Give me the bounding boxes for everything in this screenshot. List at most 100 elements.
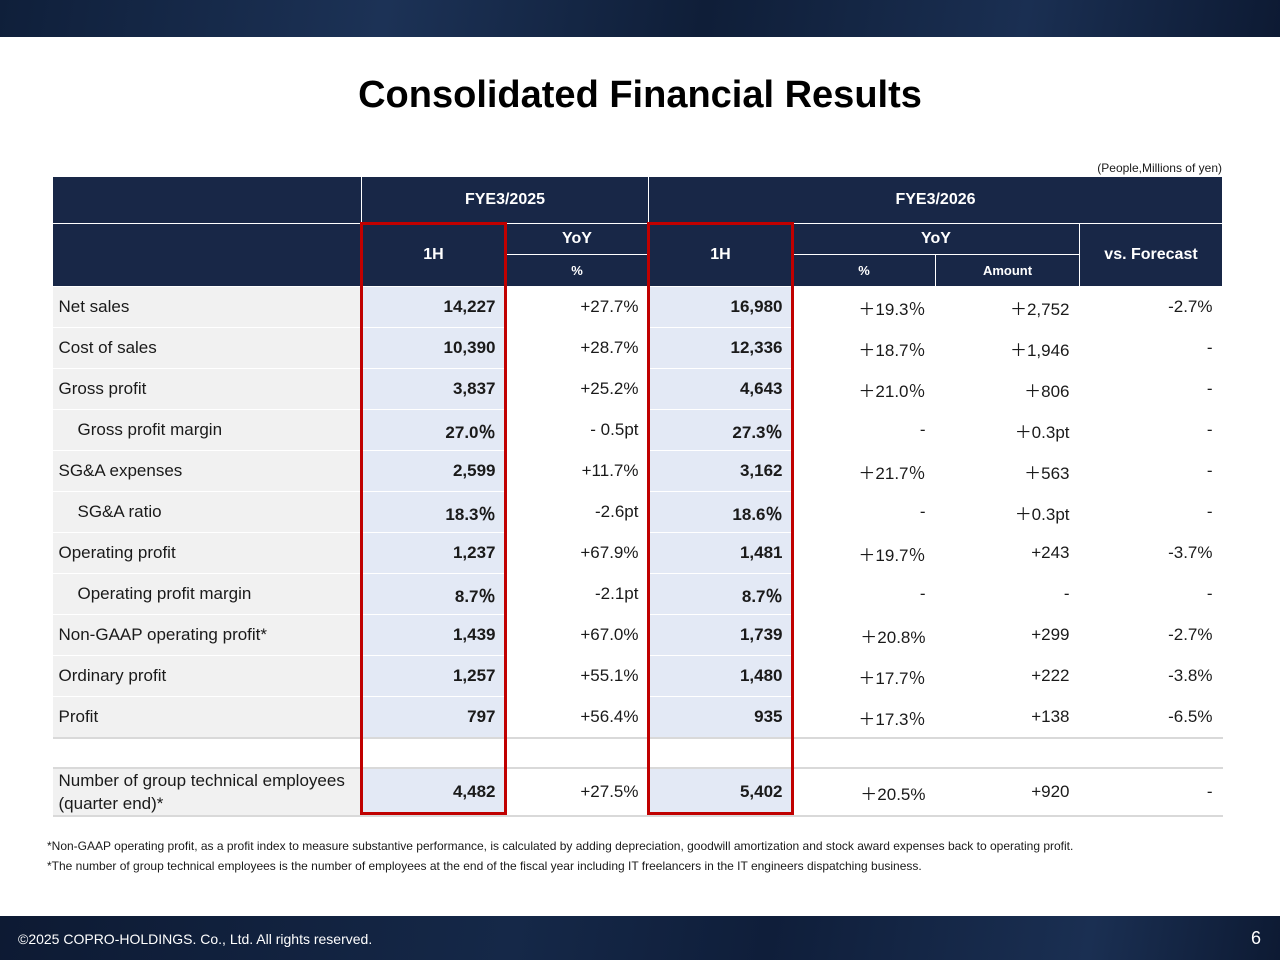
table-row: Ordinary profit 1,257 +55.1% 1,480 ＋17.7％ +22…	[52, 655, 1223, 697]
fy26-1h-value: 18.6％	[648, 491, 793, 533]
fy26-1h-value: 4,643	[648, 368, 793, 410]
vs-forecast-value: -	[1079, 573, 1223, 615]
fy25-yoy-pct: -2.6pt	[505, 491, 649, 533]
header-fy26-yoy: YoY	[792, 223, 1080, 255]
fy25-yoy-pct: +55.1%	[505, 655, 649, 697]
spacer-cell	[505, 737, 649, 769]
page-number: 6	[1250, 928, 1261, 948]
fy26-1h-value: 8.7％	[648, 573, 793, 615]
fy25-1h-value: 27.0％	[361, 409, 506, 451]
fy25-yoy-pct: +67.0%	[505, 614, 649, 656]
fy25-1h-value: 1,237	[361, 532, 506, 574]
row-label: Gross profit	[52, 368, 362, 410]
fy26-yoy-amount: ＋0.3pt	[935, 491, 1080, 533]
spacer-cell	[648, 737, 793, 769]
header-fy26-pct: %	[792, 254, 936, 287]
fy26-yoy-amount: +243	[935, 532, 1080, 574]
units-note: (People,Millions of yen)	[1097, 161, 1222, 175]
fy26-1h-value: 16,980	[648, 286, 793, 328]
table-row: Operating profit 1,237 +67.9% 1,481 ＋19.7％ +2…	[52, 532, 1223, 574]
vs-forecast-value: -	[1079, 327, 1223, 369]
table-row: Net sales 14,227 +27.7% 16,980 ＋19.3％ ＋2,752-…	[52, 286, 1223, 328]
header-fy2025: FYE3/2025	[361, 176, 649, 224]
fy26-yoy-amount: +299	[935, 614, 1080, 656]
vs-forecast-value: -3.8%	[1079, 655, 1223, 697]
top-banner	[0, 0, 1280, 37]
footer-bar: ©2025 COPRO-HOLDINGS. Co., Ltd. All righ…	[0, 916, 1280, 960]
fy25-1h-value: 4,482	[361, 768, 506, 817]
fy25-yoy-pct: +67.9%	[505, 532, 649, 574]
fy26-yoy-amount: ＋0.3pt	[935, 409, 1080, 451]
fy26-yoy-pct: -	[792, 409, 936, 451]
table-row: Gross profit margin 27.0％ - 0.5pt 27.3％ - ＋0.…	[52, 409, 1223, 451]
header-fy25-pct: %	[505, 254, 649, 287]
fy26-yoy-pct: ＋21.7％	[792, 450, 936, 492]
fy26-yoy-pct: -	[792, 573, 936, 615]
fy25-yoy-pct: +27.7%	[505, 286, 649, 328]
header-fy26-1h: 1H	[648, 223, 793, 287]
header-blank	[52, 176, 362, 224]
row-label: Ordinary profit	[52, 655, 362, 697]
fy26-yoy-pct: ＋19.7％	[792, 532, 936, 574]
header-vs-forecast: vs. Forecast	[1079, 223, 1223, 287]
fy25-yoy-pct: +25.2%	[505, 368, 649, 410]
table-row: Operating profit margin 8.7％ -2.1pt 8.7％ - - -	[52, 573, 1223, 615]
fy25-yoy-pct: -2.1pt	[505, 573, 649, 615]
fy26-1h-value: 935	[648, 696, 793, 739]
row-label: SG&A expenses	[52, 450, 362, 492]
fy26-1h-value: 27.3％	[648, 409, 793, 451]
fy26-yoy-amount: ＋2,752	[935, 286, 1080, 328]
spacer-cell	[792, 737, 936, 769]
fy26-yoy-pct: ＋20.5%	[792, 768, 936, 817]
copyright: ©2025 COPRO-HOLDINGS. Co., Ltd. All righ…	[18, 931, 373, 947]
row-label: Profit	[52, 696, 362, 739]
fy26-1h-value: 1,480	[648, 655, 793, 697]
fy26-yoy-amount: -	[935, 573, 1080, 615]
fy25-1h-value: 797	[361, 696, 506, 739]
fy25-yoy-pct: - 0.5pt	[505, 409, 649, 451]
fy25-1h-value: 2,599	[361, 450, 506, 492]
fy26-1h-value: 1,739	[648, 614, 793, 656]
fy26-yoy-pct: ＋19.3％	[792, 286, 936, 328]
spacer-cell	[935, 737, 1080, 769]
vs-forecast-value: -6.5%	[1079, 696, 1223, 739]
fy26-yoy-pct: ＋17.3％	[792, 696, 936, 739]
vs-forecast-value: -3.7%	[1079, 532, 1223, 574]
row-label: Operating profit margin	[52, 573, 362, 615]
spacer-cell	[361, 737, 506, 769]
fy25-yoy-pct: +28.7%	[505, 327, 649, 369]
spacer-cell	[1079, 737, 1223, 769]
page-title: Consolidated Financial Results	[358, 74, 922, 116]
table-row: Number of group technical employees (qua…	[52, 768, 1223, 817]
spacer-cell	[52, 737, 362, 769]
vs-forecast-value: -	[1079, 768, 1223, 817]
fy26-yoy-pct: -	[792, 491, 936, 533]
vs-forecast-value: -	[1079, 450, 1223, 492]
fy25-1h-value: 18.3％	[361, 491, 506, 533]
fy26-1h-value: 5,402	[648, 768, 793, 817]
header-fy26-amount: Amount	[935, 254, 1080, 287]
fy25-yoy-pct: +11.7%	[505, 450, 649, 492]
fy26-1h-value: 3,162	[648, 450, 793, 492]
header-fy2026: FYE3/2026	[648, 176, 1223, 224]
table-row: SG&A expenses 2,599 +11.7% 3,162 ＋21.7％ ＋563-	[52, 450, 1223, 492]
table-row: Cost of sales 10,390 +28.7% 12,336 ＋18.7％ ＋1,…	[52, 327, 1223, 369]
fy26-yoy-pct: ＋18.7％	[792, 327, 936, 369]
fy26-yoy-amount: +138	[935, 696, 1080, 739]
fy25-yoy-pct: +56.4%	[505, 696, 649, 739]
row-label: Non-GAAP operating profit*	[52, 614, 362, 656]
fy26-yoy-amount: +222	[935, 655, 1080, 697]
footnote: *Non-GAAP operating profit, as a profit …	[47, 839, 1074, 853]
table-row: Non-GAAP operating profit* 1,439 +67.0% 1,7…	[52, 614, 1223, 656]
fy26-1h-value: 1,481	[648, 532, 793, 574]
fy26-yoy-amount: ＋1,946	[935, 327, 1080, 369]
fy25-1h-value: 10,390	[361, 327, 506, 369]
vs-forecast-value: -2.7%	[1079, 286, 1223, 328]
vs-forecast-value: -2.7%	[1079, 614, 1223, 656]
fy26-yoy-pct: ＋17.7％	[792, 655, 936, 697]
fy26-yoy-amount: ＋563	[935, 450, 1080, 492]
fy26-1h-value: 12,336	[648, 327, 793, 369]
fy25-1h-value: 14,227	[361, 286, 506, 328]
row-label: Cost of sales	[52, 327, 362, 369]
row-label: SG&A ratio	[52, 491, 362, 533]
